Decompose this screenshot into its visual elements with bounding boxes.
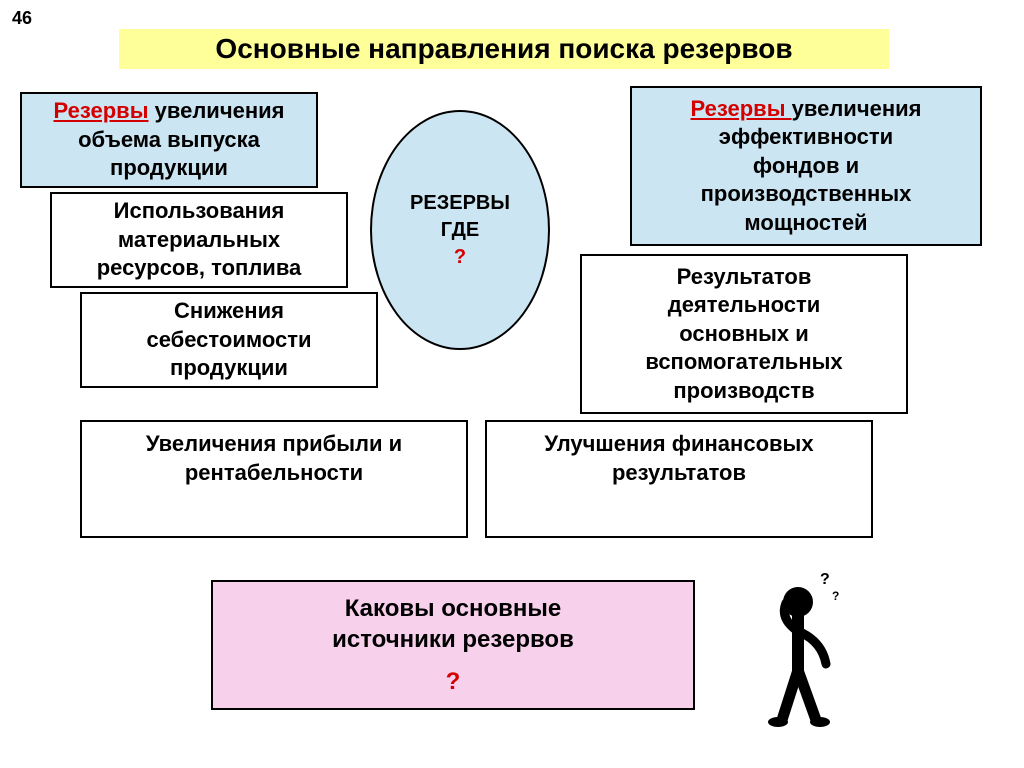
- box-eff-line2: эффективности: [719, 123, 893, 152]
- box-eff-line1: Резервы увеличения: [691, 95, 922, 124]
- box-profit-line2: рентабельности: [185, 459, 363, 488]
- box-cost-line2: себестоимости: [146, 326, 311, 355]
- ellipse-qmark: ?: [454, 244, 466, 271]
- box-materials-line1: Использования: [114, 197, 285, 226]
- ellipse-line1: РЕЗЕРВЫ: [410, 190, 510, 217]
- box-volume-line2: объема выпуска: [78, 126, 260, 155]
- box-materials-line3: ресурсов, топлива: [97, 254, 302, 283]
- box-res-line5: производств: [673, 377, 814, 406]
- box-res-line2: деятельности: [668, 291, 821, 320]
- box-res-line4: вспомогательных: [645, 348, 842, 377]
- box-res-line1: Результатов: [677, 263, 812, 292]
- box-q-line2: источники резервов: [332, 624, 574, 655]
- box-q-qmark: ?: [446, 666, 461, 697]
- box-efficiency: Резервы увеличения эффективности фондов …: [630, 86, 982, 246]
- box-fin-line2: результатов: [612, 459, 746, 488]
- svg-text:?: ?: [832, 589, 839, 603]
- box-volume: Резервы увеличения объема выпуска продук…: [20, 92, 318, 188]
- page-title: Основные направления поиска резервов: [119, 29, 889, 69]
- box-cost-line3: продукции: [170, 354, 288, 383]
- page-number: 46: [12, 8, 32, 29]
- box-volume-line1: Резервы увеличения: [54, 97, 285, 126]
- box-q-line1: Каковы основные: [345, 593, 562, 624]
- box-volume-line3: продукции: [110, 154, 228, 183]
- box-cost: Снижения себестоимости продукции: [80, 292, 378, 388]
- center-ellipse: РЕЗЕРВЫ ГДЕ ?: [370, 110, 550, 350]
- thinking-person-icon: ? ?: [740, 570, 850, 730]
- box-eff-line5: мощностей: [744, 209, 867, 238]
- box-eff-red: Резервы: [691, 96, 792, 121]
- box-eff-rest: увеличения: [792, 96, 922, 121]
- box-eff-line4: производственных: [701, 180, 912, 209]
- box-res-line3: основных и: [679, 320, 809, 349]
- box-eff-line3: фондов и: [753, 152, 859, 181]
- box-volume-red: Резервы: [54, 98, 149, 123]
- box-profit: Увеличения прибыли и рентабельности: [80, 420, 468, 538]
- svg-text:?: ?: [820, 571, 830, 588]
- box-fin-line1: Улучшения финансовых: [544, 430, 813, 459]
- box-volume-rest: увеличения: [149, 98, 285, 123]
- box-materials-line2: материальных: [118, 226, 280, 255]
- ellipse-line2: ГДЕ: [441, 217, 479, 244]
- box-profit-line1: Увеличения прибыли и: [146, 430, 402, 459]
- box-finance: Улучшения финансовых результатов: [485, 420, 873, 538]
- box-materials: Использования материальных ресурсов, топ…: [50, 192, 348, 288]
- box-question: Каковы основные источники резервов ?: [211, 580, 695, 710]
- box-cost-line1: Снижения: [174, 297, 284, 326]
- box-results: Результатов деятельности основных и вспо…: [580, 254, 908, 414]
